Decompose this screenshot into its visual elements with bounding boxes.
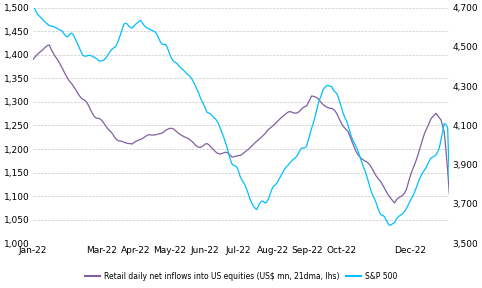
Legend: Retail daily net inflows into US equities (US$ mn, 21dma, lhs), S&P 500: Retail daily net inflows into US equitie… [82,269,400,284]
